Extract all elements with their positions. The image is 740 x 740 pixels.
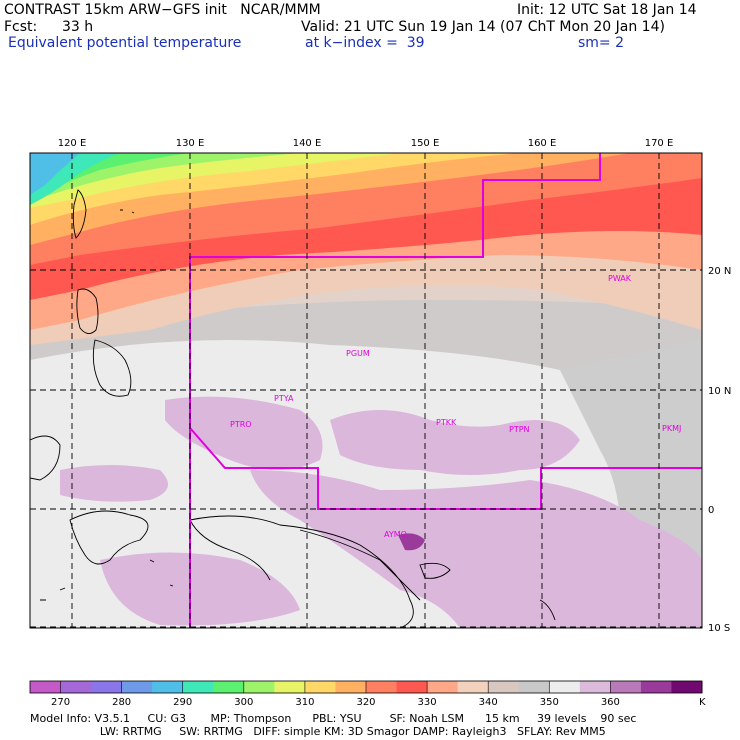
latitude-labels: 20 N 10 N 0 10 S	[708, 266, 731, 634]
station-ptro: PTRO	[230, 420, 252, 429]
colorbar-unit: K	[699, 697, 706, 708]
longitude-labels: 120 E 130 E 140 E 150 E 160 E 170 E	[58, 138, 674, 149]
lon-label: 130 E	[176, 138, 205, 149]
colorbar-swatch	[579, 681, 611, 693]
colorbar-swatch	[335, 681, 367, 693]
colorbar-label: 270	[51, 697, 70, 708]
station-labels: PWAK PGUM PTYA PTRO PTKK PTPN PKMJ AYMO	[230, 274, 681, 539]
lon-label: 150 E	[411, 138, 440, 149]
colorbar-swatch	[60, 681, 92, 693]
station-pwak: PWAK	[608, 274, 632, 283]
colorbar-swatch	[366, 681, 398, 693]
field-name: Equivalent potential temperature	[8, 35, 242, 51]
lat-label: 10 S	[708, 623, 730, 634]
colorbar-swatch	[304, 681, 336, 693]
colorbar-label: 290	[173, 697, 192, 708]
init-time: Init: 12 UTC Sat 18 Jan 14	[517, 2, 697, 18]
colorbar-swatch	[152, 681, 184, 693]
station-pkmj: PKMJ	[662, 424, 681, 433]
colorbar: 270 280 290 300 310 320 330 340 350 360 K	[29, 680, 706, 708]
colorbar-label: 350	[540, 697, 559, 708]
valid-time: Valid: 21 UTC Sun 19 Jan 14 (07 ChT Mon …	[301, 19, 665, 35]
lat-label: 0	[708, 505, 714, 516]
colorbar-swatch	[91, 681, 123, 693]
colorbar-label: 330	[418, 697, 437, 708]
smoothing: sm= 2	[578, 35, 625, 51]
forecast-hour: 33 h	[62, 19, 94, 35]
colorbar-swatch	[457, 681, 489, 693]
colorbar-swatch	[182, 681, 214, 693]
colorbar-swatch	[549, 681, 581, 693]
forecast-label: Fcst:	[4, 19, 38, 35]
station-ptya: PTYA	[274, 394, 294, 403]
colorbar-label: 340	[479, 697, 498, 708]
lat-label: 20 N	[708, 266, 731, 277]
station-ptkk: PTKK	[436, 418, 457, 427]
model-info-line1: Model Info: V3.5.1 CU: G3 MP: Thompson P…	[30, 712, 637, 725]
station-aymo: AYMO	[384, 530, 407, 539]
colorbar-swatch	[396, 681, 428, 693]
station-pgum: PGUM	[346, 349, 370, 358]
lat-label: 10 N	[708, 386, 731, 397]
colorbar-swatch	[610, 681, 642, 693]
colorbar-label: 310	[295, 697, 314, 708]
colorbar-label: 280	[112, 697, 131, 708]
vertical-level: at k−index = 39	[305, 35, 425, 51]
colorbar-swatch	[640, 681, 672, 693]
station-ptpn: PTPN	[509, 425, 530, 434]
colorbar-swatch	[671, 681, 703, 693]
colorbar-label: 320	[356, 697, 375, 708]
colorbar-swatch	[274, 681, 306, 693]
lon-label: 120 E	[58, 138, 87, 149]
model-info-line2: LW: RRTMG SW: RRTMG DIFF: simple KM: 3D …	[30, 725, 606, 738]
colorbar-swatch	[488, 681, 520, 693]
lon-label: 170 E	[645, 138, 674, 149]
colorbar-label: 360	[601, 697, 620, 708]
map-field: PWAK PGUM PTYA PTRO PTKK PTPN PKMJ AYMO	[30, 153, 702, 628]
colorbar-swatch	[213, 681, 245, 693]
colorbar-swatch	[121, 681, 153, 693]
colorbar-label: 300	[234, 697, 253, 708]
lon-label: 140 E	[293, 138, 322, 149]
colorbar-swatch	[243, 681, 275, 693]
colorbar-swatch	[427, 681, 459, 693]
title-left: CONTRAST 15km ARW−GFS init NCAR/MMM	[4, 2, 321, 18]
lon-label: 160 E	[528, 138, 557, 149]
colorbar-swatch	[30, 681, 62, 693]
colorbar-swatch	[518, 681, 550, 693]
